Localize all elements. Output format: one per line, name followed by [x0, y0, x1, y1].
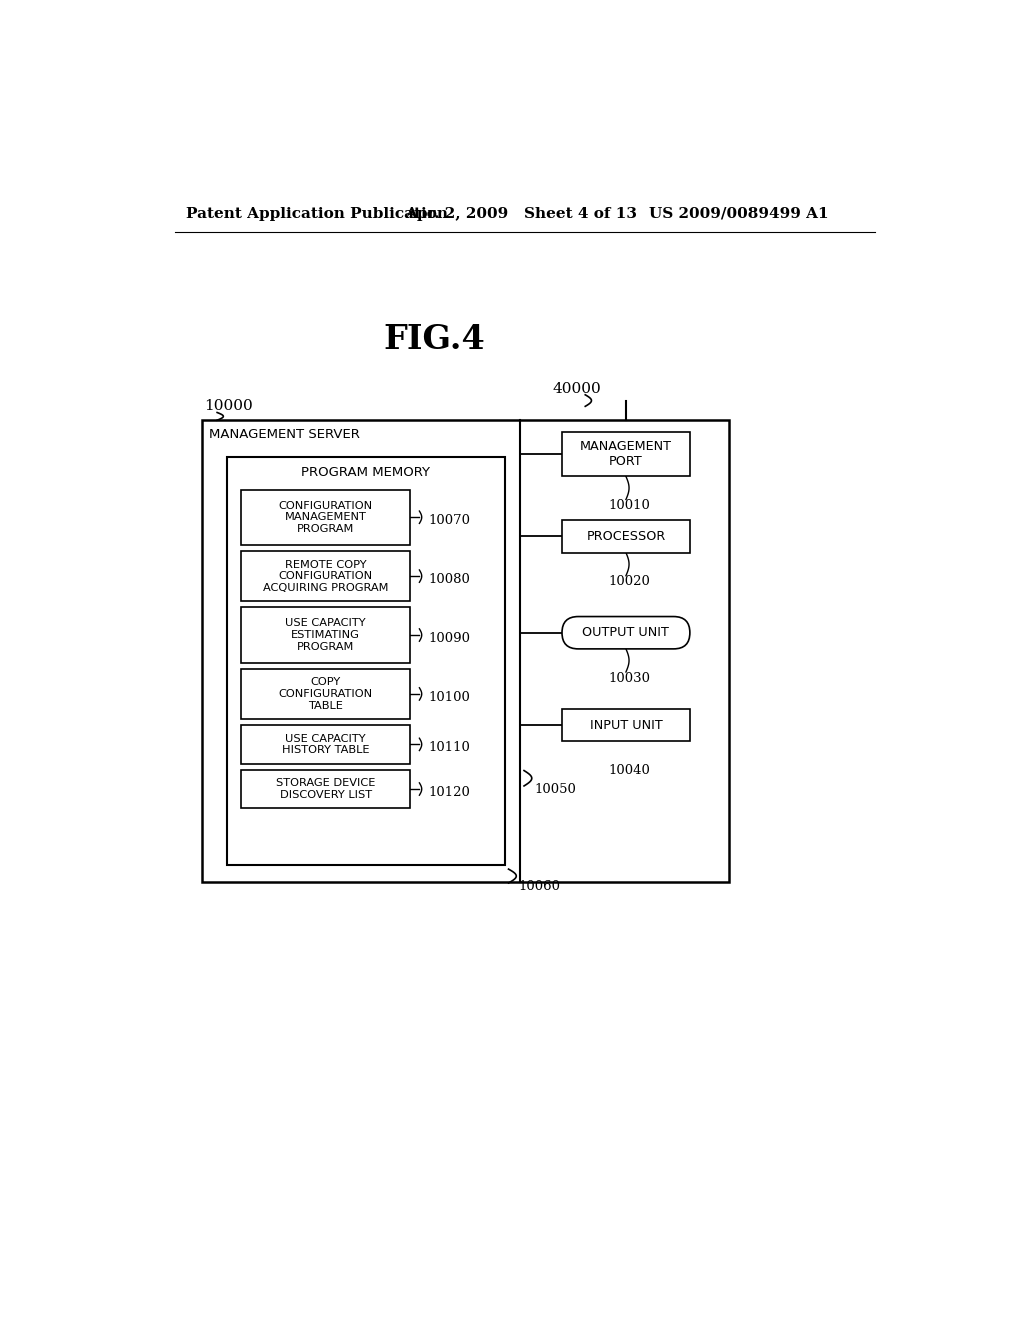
Text: STORAGE DEVICE
DISCOVERY LIST: STORAGE DEVICE DISCOVERY LIST [275, 779, 376, 800]
Bar [202, 420, 729, 882]
Text: USE CAPACITY
HISTORY TABLE: USE CAPACITY HISTORY TABLE [282, 734, 370, 755]
Bar [241, 725, 410, 763]
Text: 10110: 10110 [429, 741, 471, 754]
Text: 10080: 10080 [429, 573, 471, 586]
Bar [241, 490, 410, 545]
Bar [562, 520, 690, 553]
Text: 10120: 10120 [429, 785, 471, 799]
FancyBboxPatch shape [562, 616, 690, 649]
Text: 40000: 40000 [553, 383, 601, 396]
Text: PROCESSOR: PROCESSOR [587, 529, 666, 543]
Text: INPUT UNIT: INPUT UNIT [590, 718, 663, 731]
Text: MANAGEMENT SERVER: MANAGEMENT SERVER [209, 428, 360, 441]
Text: FIG.4: FIG.4 [383, 323, 485, 356]
Text: 10040: 10040 [609, 764, 650, 777]
Text: 10100: 10100 [429, 690, 471, 704]
Text: 10060: 10060 [518, 880, 560, 894]
Bar [241, 770, 410, 808]
Text: 10050: 10050 [535, 783, 575, 796]
Text: USE CAPACITY
ESTIMATING
PROGRAM: USE CAPACITY ESTIMATING PROGRAM [286, 619, 366, 652]
Text: Patent Application Publication: Patent Application Publication [186, 207, 449, 220]
Text: 10000: 10000 [204, 400, 253, 413]
Text: 10030: 10030 [609, 672, 651, 685]
Text: 10090: 10090 [429, 631, 471, 644]
Bar [562, 709, 690, 742]
Bar [227, 457, 505, 866]
Bar [562, 432, 690, 477]
Text: COPY
CONFIGURATION
TABLE: COPY CONFIGURATION TABLE [279, 677, 373, 710]
Text: OUTPUT UNIT: OUTPUT UNIT [583, 626, 670, 639]
Text: 10070: 10070 [429, 513, 471, 527]
Text: 10020: 10020 [609, 576, 650, 589]
Text: REMOTE COPY
CONFIGURATION
ACQUIRING PROGRAM: REMOTE COPY CONFIGURATION ACQUIRING PROG… [263, 560, 388, 593]
Text: MANAGEMENT
PORT: MANAGEMENT PORT [580, 440, 672, 469]
Text: Apr. 2, 2009   Sheet 4 of 13: Apr. 2, 2009 Sheet 4 of 13 [406, 207, 638, 220]
Bar [241, 669, 410, 719]
Bar [241, 607, 410, 663]
Bar [241, 552, 410, 601]
Text: 10010: 10010 [609, 499, 650, 512]
Text: CONFIGURATION
MANAGEMENT
PROGRAM: CONFIGURATION MANAGEMENT PROGRAM [279, 500, 373, 533]
Text: US 2009/0089499 A1: US 2009/0089499 A1 [649, 207, 828, 220]
Text: PROGRAM MEMORY: PROGRAM MEMORY [301, 466, 430, 479]
